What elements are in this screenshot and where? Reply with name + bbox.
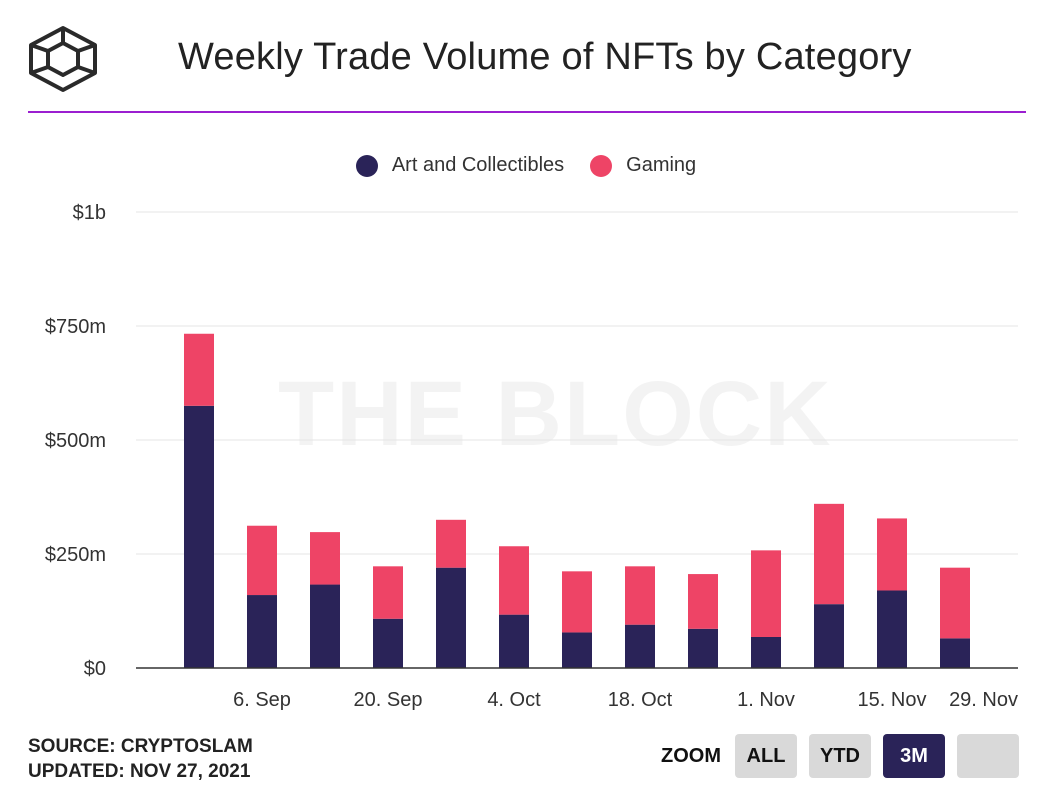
- legend-marker-art: [355, 154, 378, 177]
- bar-art-and-collectibles: [373, 618, 403, 668]
- x-tick-label: 15. Nov: [858, 689, 927, 711]
- bar-art-and-collectibles: [436, 567, 466, 668]
- y-tick-label: $500m: [45, 430, 106, 452]
- y-tick-label: $250m: [45, 544, 106, 566]
- page-title: Weekly Trade Volume of NFTs by Category: [178, 36, 912, 78]
- title-divider: [28, 111, 1026, 113]
- legend-label-art: Art and Collectibles: [391, 154, 565, 176]
- bar-art-and-collectibles: [310, 584, 340, 668]
- bar-art-and-collectibles: [562, 632, 592, 668]
- chart-footer: SOURCE: CRYPTOSLAM UPDATED: NOV 27, 2021: [28, 734, 253, 784]
- bar-gaming: [625, 566, 655, 625]
- y-tick-label: $750m: [45, 316, 106, 338]
- bar-gaming: [751, 550, 781, 637]
- bar-gaming: [373, 566, 403, 619]
- bar-art-and-collectibles: [184, 405, 214, 668]
- x-tick-label: 20. Sep: [354, 689, 423, 711]
- legend-marker-gaming: [590, 154, 613, 177]
- bar-art-and-collectibles: [751, 636, 781, 668]
- y-tick-label: $0: [84, 658, 106, 680]
- stacked-bar-chart: $0 $250m $500m $750m $1b 6. Sep 20. Sep 4. Oct 1…: [45, 202, 1018, 711]
- bar-gaming: [940, 567, 970, 639]
- legend-item-art[interactable]: Art and Collectibles: [352, 154, 568, 177]
- x-tick-label: 18. Oct: [608, 689, 673, 711]
- y-tick-label: $1b: [73, 202, 106, 224]
- bar-gaming: [877, 518, 907, 591]
- bar-art-and-collectibles: [877, 590, 907, 668]
- bar-gaming: [184, 333, 214, 406]
- bar-art-and-collectibles: [940, 638, 970, 668]
- bar-gaming: [562, 571, 592, 633]
- bar-art-and-collectibles: [247, 595, 277, 668]
- chart-legend: Art and Collectibles Gaming: [0, 154, 1052, 177]
- zoom-label: ZOOM: [661, 744, 721, 767]
- bar-art-and-collectibles: [688, 628, 718, 668]
- legend-label-gaming: Gaming: [626, 154, 697, 176]
- source-note: SOURCE: CRYPTOSLAM: [28, 736, 253, 757]
- bar-art-and-collectibles: [499, 614, 529, 668]
- x-tick-label: 6. Sep: [233, 689, 291, 711]
- zoom-3m-button[interactable]: 3M: [883, 734, 945, 778]
- zoom-extra-button[interactable]: [957, 734, 1019, 778]
- updated-note: UPDATED: NOV 27, 2021: [28, 761, 251, 782]
- x-tick-label: 1. Nov: [737, 689, 795, 711]
- bar-gaming: [814, 503, 844, 605]
- x-tick-label: 4. Oct: [487, 689, 541, 711]
- bar-gaming: [436, 519, 466, 568]
- bar-gaming: [247, 525, 277, 596]
- bar-art-and-collectibles: [814, 604, 844, 668]
- zoom-all-button[interactable]: ALL: [735, 734, 797, 778]
- bar-gaming: [310, 532, 340, 585]
- bar-gaming: [688, 574, 718, 629]
- bar-art-and-collectibles: [625, 624, 655, 668]
- cube-logo-icon: [29, 26, 97, 92]
- zoom-controls: ZOOM ALL YTD 3M: [661, 734, 1019, 778]
- bar-gaming: [499, 546, 529, 615]
- x-tick-label: 29. Nov: [949, 689, 1018, 711]
- legend-item-gaming[interactable]: Gaming: [586, 154, 700, 177]
- zoom-ytd-button[interactable]: YTD: [809, 734, 871, 778]
